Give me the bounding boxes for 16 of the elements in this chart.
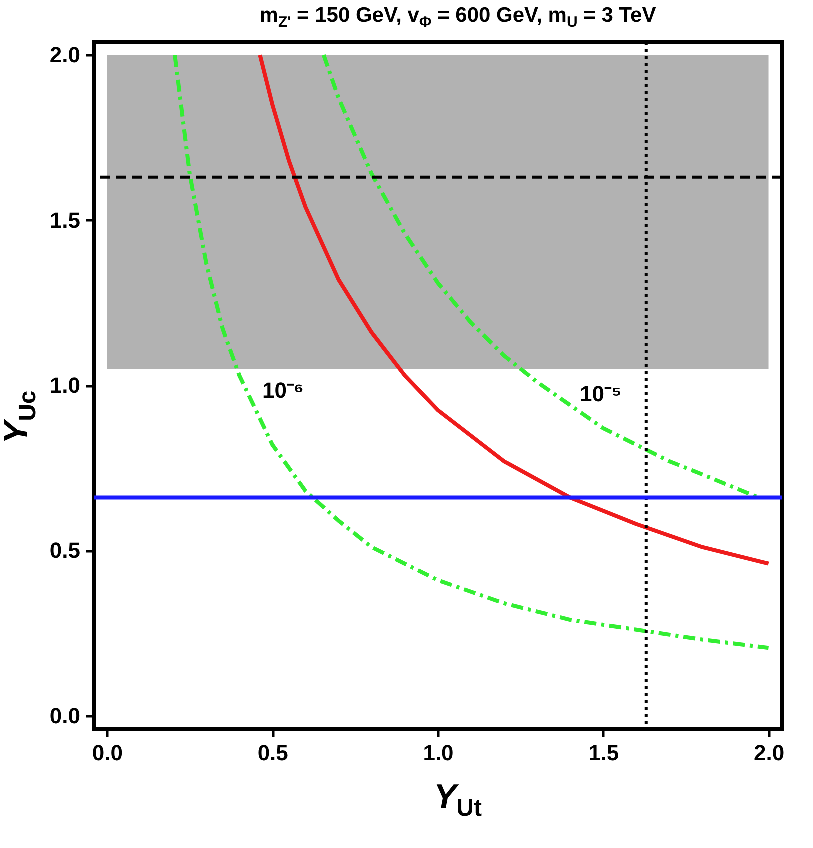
y-tick-label: 1.0 — [50, 373, 80, 398]
y-tick-label: 0.0 — [50, 703, 80, 728]
annotation: 10⁻⁶ — [262, 378, 304, 404]
x-tick-label: 1.5 — [588, 740, 620, 766]
x-tick-label: 1.0 — [423, 740, 454, 766]
x-tick-label: 0.0 — [92, 740, 124, 766]
x-tick-label: 0.5 — [258, 740, 288, 766]
chart-title: m$_{Z'}$ = 150 GeV, v$_{Φ}$ = 600 GeV, m$_{U}$ = 3 TeV — [258, 4, 658, 32]
y-tick-label: 0.5 — [50, 538, 80, 564]
y-tick-label: 1.5 — [50, 208, 80, 233]
line-series — [173, 53, 771, 650]
line-series — [258, 53, 771, 566]
x-tick-label: 2.0 — [754, 740, 785, 766]
annotation: 10⁻⁵ — [580, 381, 622, 406]
y-tick-label: 2.0 — [50, 42, 80, 68]
x-axis-title: Y$_{Ut}$ — [432, 778, 483, 823]
